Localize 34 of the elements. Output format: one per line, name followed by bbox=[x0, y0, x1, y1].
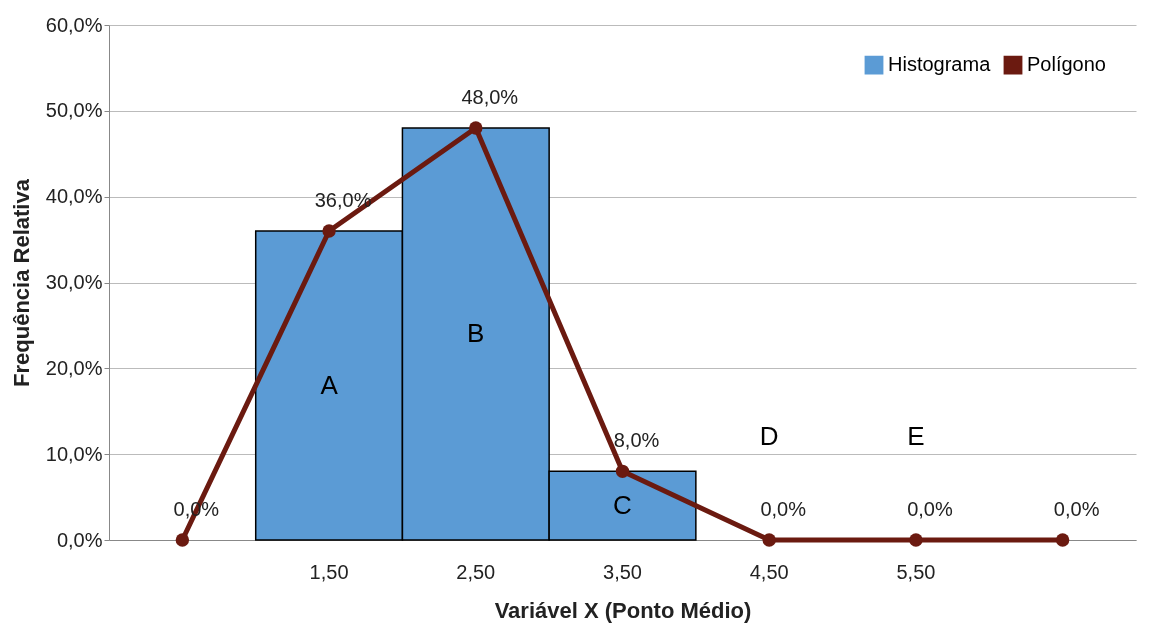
y-tick-label: 60,0% bbox=[45, 13, 103, 36]
x-tick-label: 5,50 bbox=[896, 560, 936, 583]
point bbox=[909, 533, 923, 547]
y-tick-label: 0,0% bbox=[56, 528, 103, 551]
y-axis-title: Frequência Relativa bbox=[8, 178, 34, 387]
x-axis-title: Variável X (Ponto Médio) bbox=[494, 597, 752, 623]
annotation: E bbox=[907, 421, 925, 451]
point bbox=[469, 121, 483, 135]
x-tick-label: 1,50 bbox=[309, 560, 349, 583]
legend-label: Histograma bbox=[888, 53, 992, 76]
y-tick-label: 10,0% bbox=[45, 442, 103, 465]
x-tick-label: 4,50 bbox=[749, 560, 789, 583]
data-label: 8,0% bbox=[613, 429, 660, 452]
data-label: 0,0% bbox=[1053, 498, 1100, 520]
x-tick-label: 2,50 bbox=[456, 560, 496, 583]
point bbox=[175, 533, 190, 547]
point bbox=[322, 224, 336, 238]
point bbox=[615, 464, 630, 479]
point bbox=[1055, 533, 1070, 547]
annotation: B bbox=[467, 318, 485, 348]
annotation: D bbox=[759, 421, 779, 451]
y-tick-label: 20,0% bbox=[45, 356, 103, 379]
y-tick-label: 50,0% bbox=[45, 99, 103, 122]
y-tick-label: 40,0% bbox=[45, 185, 103, 208]
legend-label: Polígono bbox=[1027, 53, 1106, 76]
data-label: 0,0% bbox=[907, 498, 953, 520]
data-label: 36,0% bbox=[314, 189, 372, 211]
x-tick-label: 3,50 bbox=[603, 560, 642, 583]
data-label: 0,0% bbox=[760, 498, 807, 520]
annotation: A bbox=[320, 369, 339, 400]
data-label: 48,0% bbox=[461, 86, 519, 108]
y-tick-label: 30,0% bbox=[45, 271, 103, 293]
point bbox=[762, 533, 776, 547]
annotation: C bbox=[613, 489, 632, 520]
